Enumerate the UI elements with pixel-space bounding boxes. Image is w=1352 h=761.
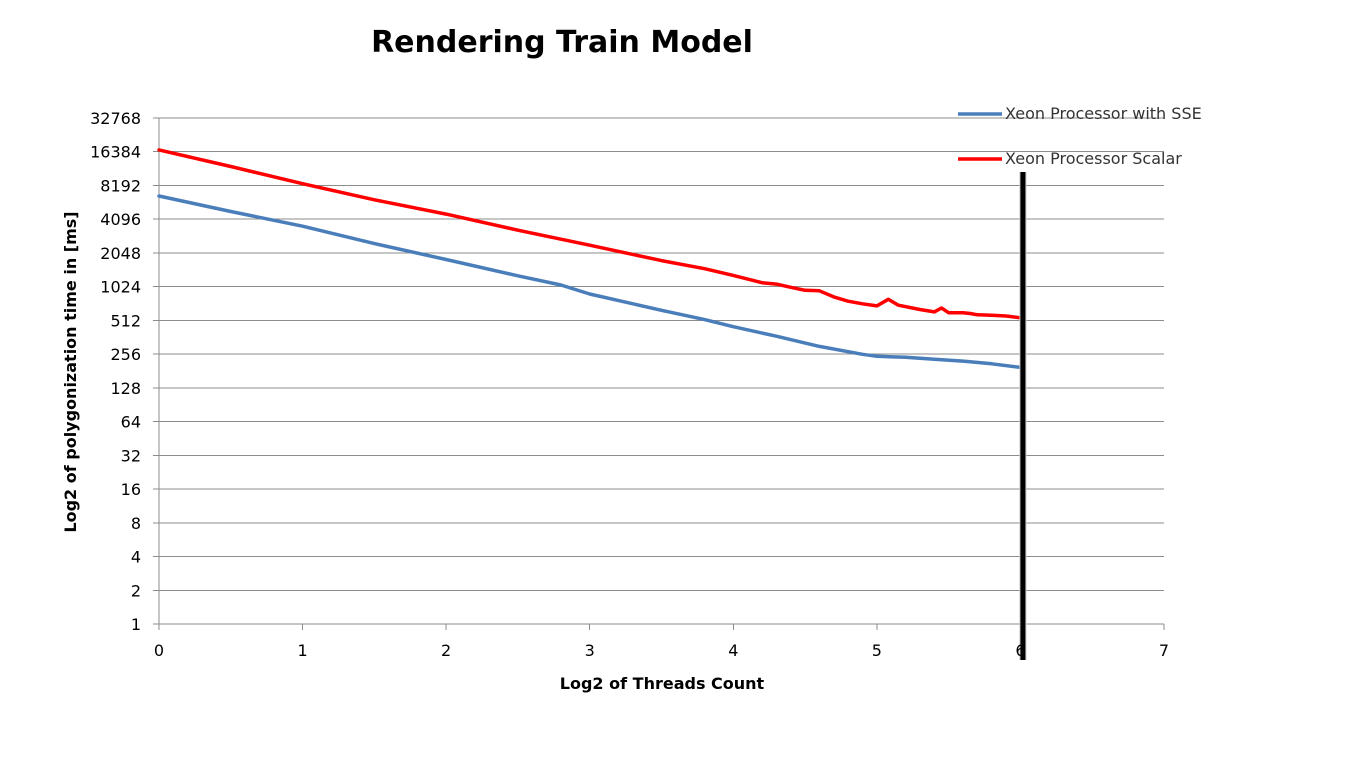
x-tick-label: 0 <box>154 641 164 660</box>
x-tick-label: 6 <box>1015 641 1025 660</box>
y-tick-label: 64 <box>121 413 141 432</box>
axes <box>158 118 1165 630</box>
y-tick-label: 8 <box>131 514 141 533</box>
y-axis-title: Log2 of polygonization time in [ms] <box>61 211 80 532</box>
x-tick-label: 5 <box>872 641 882 660</box>
legend-label: Xeon Processor Scalar <box>1005 149 1182 168</box>
x-tick-label: 7 <box>1159 641 1169 660</box>
legend: Xeon Processor with SSE Xeon Processor Sc… <box>958 104 1202 168</box>
y-tick-label: 32768 <box>90 109 141 128</box>
y-tick-label: 512 <box>110 311 141 330</box>
y-tick-label: 4 <box>131 548 141 567</box>
y-tick-label: 2 <box>131 581 141 600</box>
series-line-sse <box>157 194 1023 370</box>
x-tick-label: 3 <box>585 641 595 660</box>
y-tick-label: 16 <box>121 480 141 499</box>
marker-line <box>1019 172 1027 660</box>
y-tick-label: 128 <box>110 379 141 398</box>
x-tick-label: 4 <box>728 641 738 660</box>
series-line-scalar <box>157 148 1023 320</box>
y-tick-label: 32 <box>121 446 141 465</box>
gridlines <box>153 117 1164 625</box>
y-tick-label: 1 <box>131 615 141 634</box>
tick-labels: 1248163264128256512102420484096819216384… <box>90 109 1169 660</box>
chart-title: Rendering Train Model <box>371 25 753 60</box>
x-axis-title: Log2 of Threads Count <box>560 674 765 693</box>
y-tick-label: 1024 <box>100 278 141 297</box>
x-tick-label: 1 <box>297 641 307 660</box>
legend-label: Xeon Processor with SSE <box>1005 104 1202 123</box>
y-tick-label: 256 <box>110 345 141 364</box>
y-tick-label: 4096 <box>100 210 141 229</box>
y-tick-label: 2048 <box>100 244 141 263</box>
series-lines <box>157 148 1023 370</box>
y-tick-label: 16384 <box>90 143 141 162</box>
x-tick-label: 2 <box>441 641 451 660</box>
y-tick-label: 8192 <box>100 176 141 195</box>
marker-line <box>1020 172 1026 660</box>
